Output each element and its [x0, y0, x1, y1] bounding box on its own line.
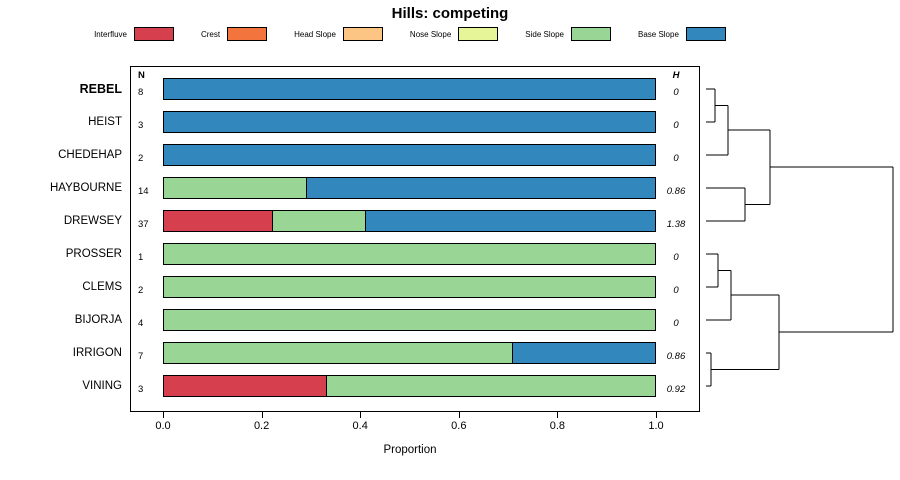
row-label: VINING: [82, 380, 122, 392]
bar-segment: [164, 277, 655, 297]
x-axis-label: Proportion: [383, 444, 437, 456]
n-value: 2: [138, 285, 144, 296]
stacked-bar: [163, 276, 656, 298]
legend-color-swatch: [685, 27, 726, 41]
legend-label: Nose Slope: [409, 29, 452, 39]
legend-color-swatch: [133, 27, 174, 41]
bar-segment: [366, 211, 655, 231]
bar-segment: [164, 343, 513, 363]
legend-label: Interfluve: [94, 29, 127, 39]
legend-item: Side Slope: [525, 27, 611, 41]
stacked-bar: [163, 111, 656, 133]
n-value: 14: [138, 186, 149, 197]
bar-segment: [307, 178, 655, 198]
legend-item: Head Slope: [294, 27, 383, 41]
bar-segment: [272, 211, 367, 231]
legend-color-swatch: [570, 27, 611, 41]
n-column-header: N: [138, 70, 145, 81]
plot-area: [130, 66, 700, 412]
bar-segment: [164, 112, 655, 132]
legend-label: Base Slope: [637, 29, 679, 39]
stacked-bar: [163, 342, 656, 364]
x-tick-label: 0.8: [549, 420, 566, 432]
h-value: 0: [673, 285, 679, 296]
x-axis-tick: [261, 412, 263, 418]
x-axis-tick: [557, 412, 559, 418]
bar-segment: [512, 343, 655, 363]
n-value: 2: [138, 153, 144, 164]
x-axis-tick: [163, 412, 164, 418]
x-tick-label: 1.0: [648, 420, 664, 432]
x-tick-label: 0.6: [451, 420, 467, 432]
row-label: DREWSEY: [63, 215, 122, 227]
h-value: 0.86: [666, 186, 686, 197]
row-label: BIJORJA: [74, 314, 122, 326]
h-value: 0: [673, 120, 679, 131]
bar-segment: [164, 211, 273, 231]
legend-item: Interfluve: [94, 27, 174, 41]
n-value: 3: [138, 384, 144, 395]
n-value: 37: [138, 219, 149, 230]
x-axis-tick: [360, 412, 362, 418]
legend-label: Crest: [200, 29, 221, 39]
h-value: 0.92: [666, 384, 686, 395]
h-value: 0: [673, 153, 679, 164]
legend-color-swatch: [227, 27, 268, 41]
bar-segment: [164, 79, 655, 99]
legend-item: Base Slope: [638, 27, 726, 41]
stacked-bar: [163, 309, 656, 331]
bar-segment: [164, 310, 655, 330]
row-label: REBEL: [79, 82, 122, 96]
n-value: 8: [138, 87, 144, 98]
h-value: 1.38: [666, 219, 686, 230]
stacked-bar: [163, 243, 656, 265]
stacked-bar: [163, 210, 656, 232]
bar-segment: [164, 178, 308, 198]
bar-segment: [164, 244, 655, 264]
x-tick-label: 0.4: [352, 420, 368, 432]
row-label: CHEDEHAP: [58, 149, 122, 161]
h-value: 0.86: [666, 351, 686, 362]
legend-item: Nose Slope: [409, 27, 499, 41]
bar-segment: [164, 376, 327, 396]
legend-label: Head Slope: [294, 29, 336, 39]
n-value: 7: [138, 351, 144, 362]
x-tick-label: 0.2: [253, 420, 270, 432]
legend-label: Side Slope: [525, 29, 564, 39]
x-axis-tick: [458, 412, 460, 418]
bar-segment: [326, 376, 655, 396]
legend-item: Crest: [200, 27, 268, 41]
row-label: IRRIGON: [72, 347, 122, 359]
row-label: HAYBOURNE: [50, 182, 122, 194]
stacked-bar: [163, 78, 656, 100]
h-column-header: H: [672, 70, 680, 81]
legend: Interfluve Crest Head Slope Nose Slope Side …: [0, 26, 820, 42]
n-value: 1: [138, 252, 144, 263]
stacked-bar: [163, 144, 656, 166]
h-value: 0: [673, 318, 679, 329]
stacked-bar: [163, 177, 656, 199]
row-label: CLEMS: [82, 281, 122, 293]
h-value: 0: [673, 87, 679, 98]
legend-color-swatch: [458, 27, 499, 41]
legend-color-swatch: [342, 27, 383, 41]
n-value: 4: [138, 318, 144, 329]
row-label: PROSSER: [65, 248, 122, 260]
row-label: HEIST: [88, 116, 122, 128]
stacked-bar: [163, 375, 656, 397]
bar-segment: [164, 145, 655, 165]
x-tick-label: 0.0: [155, 420, 171, 432]
chart-title: Hills: competing: [391, 5, 509, 22]
h-value: 0: [673, 252, 679, 263]
n-value: 3: [138, 120, 144, 131]
x-axis-tick: [656, 412, 657, 418]
